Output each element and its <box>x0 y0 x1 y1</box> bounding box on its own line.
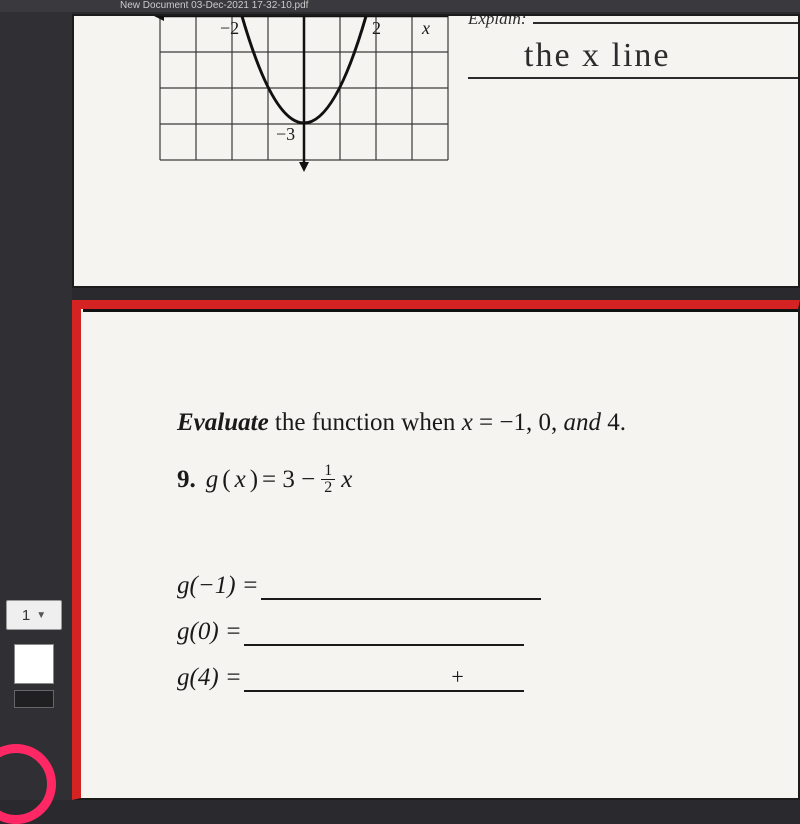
svg-text:−3: −3 <box>276 124 295 144</box>
zoom-dropdown[interactable]: 1 ▼ <box>6 600 62 630</box>
function-definition: 9. g(x) = 3 − 1 2 x <box>177 463 758 496</box>
explain-region: Explain: the x line <box>468 14 798 79</box>
color-swatch-black[interactable] <box>14 690 54 708</box>
fraction: 1 2 <box>321 463 335 496</box>
color-swatch-white[interactable] <box>14 644 54 684</box>
answer-row: g(−1) = <box>177 572 758 600</box>
tool-rail: 1 ▼ <box>0 12 72 800</box>
handwritten-answer: the x line <box>468 37 798 79</box>
question-block: Evaluate the function when x = −1, 0, an… <box>177 409 758 710</box>
zoom-value: 1 <box>22 607 30 624</box>
svg-text:x: x <box>421 18 430 38</box>
answer-row: g(0) = <box>177 618 758 646</box>
document-viewport: −2 2 x −3 Explain: the x line Evaluate t… <box>72 12 800 800</box>
title-bar: New Document 03-Dec-2021 17-32-10.pdf <box>0 0 800 12</box>
chevron-down-icon: ▼ <box>36 610 46 621</box>
answer-lines: g(−1) = g(0) = g(4) = + <box>177 572 758 692</box>
explain-label: Explain: <box>468 14 527 29</box>
svg-text:−2: −2 <box>220 18 239 38</box>
answer-blank <box>244 624 524 646</box>
explain-blank-1 <box>533 14 798 24</box>
svg-text:2: 2 <box>372 18 381 38</box>
answer-blank <box>261 578 541 600</box>
accent-ring-icon <box>0 744 56 824</box>
answer-blank: + <box>244 670 524 692</box>
answer-row: g(4) = + <box>177 664 758 692</box>
document-title: New Document 03-Dec-2021 17-32-10.pdf <box>120 0 308 11</box>
instruction-text: Evaluate the function when x = −1, 0, an… <box>177 409 758 437</box>
worksheet-panel-bottom: Evaluate the function when x = −1, 0, an… <box>72 300 800 800</box>
plus-icon: + <box>451 664 463 690</box>
graph-grid: −2 2 x −3 <box>146 14 462 174</box>
worksheet-panel-top: −2 2 x −3 Explain: the x line <box>72 14 800 288</box>
